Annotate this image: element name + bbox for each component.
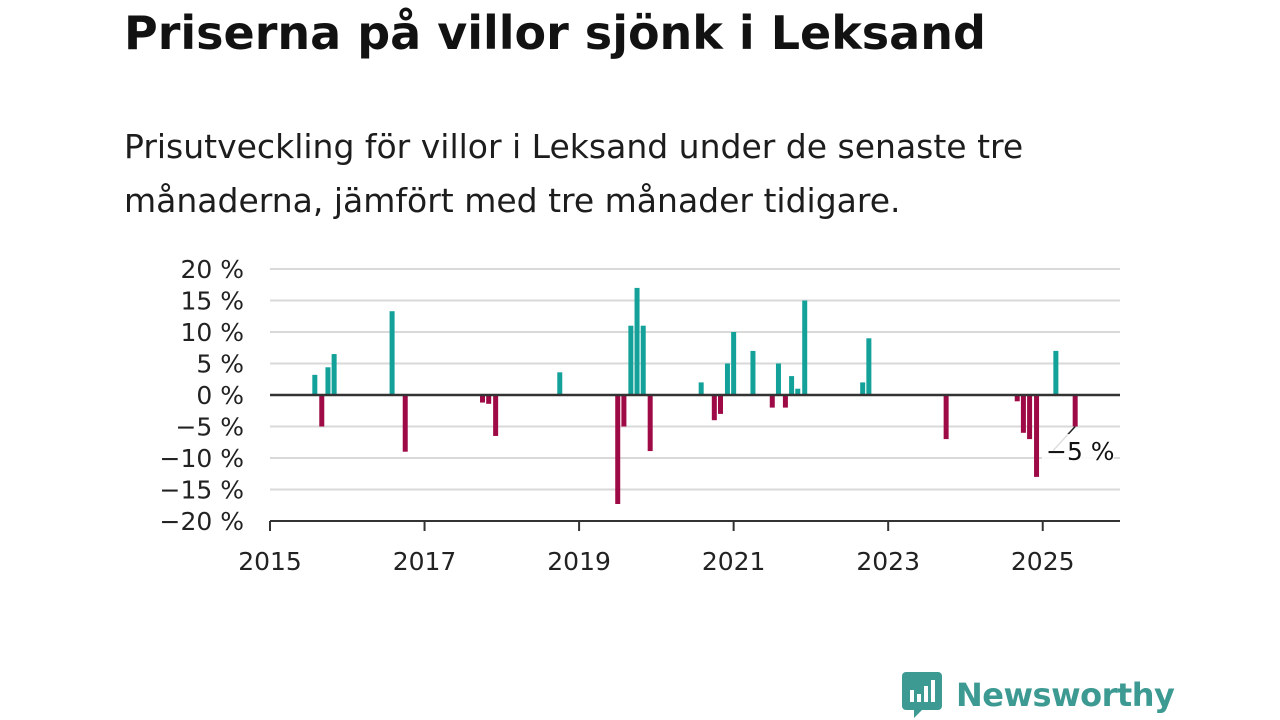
bar-negative: [769, 395, 775, 408]
x-tick-label: 2017: [393, 547, 457, 576]
bar-positive: [1053, 350, 1059, 395]
y-tick-label: 20 %: [180, 255, 244, 284]
x-tick-label: 2015: [238, 547, 302, 576]
y-tick-label: 5 %: [196, 350, 244, 379]
brand-name: Newsworthy: [956, 676, 1175, 714]
bar-negative: [943, 395, 949, 440]
bar-negative: [480, 395, 485, 403]
bar-negative: [621, 395, 627, 427]
bar-negative: [1020, 395, 1026, 433]
bar-positive: [634, 287, 640, 395]
x-tick-label: 2023: [856, 547, 920, 576]
y-tick-label: −10 %: [160, 444, 244, 473]
bar-negative: [1034, 395, 1040, 477]
bar-negative: [493, 395, 499, 436]
bar-negative: [486, 395, 492, 404]
bar-positive: [750, 350, 756, 395]
x-tick-label: 2021: [702, 547, 766, 576]
bar-positive: [557, 372, 563, 395]
bar-positive: [628, 325, 634, 395]
chart-title: Priserna på villor sjönk i Leksand: [124, 6, 986, 60]
y-tick-label: −20 %: [160, 507, 244, 536]
bar-negative: [319, 395, 325, 427]
bar-negative: [402, 395, 408, 452]
bar-positive: [866, 338, 872, 395]
bar-positive: [789, 376, 795, 395]
bar-positive: [802, 300, 808, 395]
bar-positive: [698, 382, 704, 395]
bar-positive: [389, 311, 395, 395]
bar-positive: [731, 332, 737, 395]
x-tick-label: 2019: [547, 547, 611, 576]
bar-positive: [325, 367, 331, 395]
annotation-background: [1042, 434, 1114, 466]
y-tick-label: −15 %: [160, 476, 244, 505]
bar-negative: [711, 395, 717, 421]
x-tick-label: 2025: [1011, 547, 1075, 576]
y-tick-label: 15 %: [180, 287, 244, 316]
y-tick-label: 10 %: [180, 318, 244, 347]
bar-negative: [782, 395, 788, 408]
annotation-label: −5 %: [1046, 437, 1115, 466]
bar-positive: [312, 374, 318, 395]
bar-negative: [615, 395, 621, 504]
bar-negative: [647, 395, 653, 452]
bar-negative: [1072, 395, 1078, 427]
y-tick-label: −5 %: [175, 413, 244, 442]
bar-positive: [775, 363, 781, 395]
bar-positive: [795, 388, 801, 395]
bar-chart-speech-bubble-icon: [902, 672, 942, 718]
bar-positive: [860, 382, 866, 395]
bar-negative: [1014, 395, 1020, 402]
bar-negative: [1027, 395, 1033, 440]
bar-positive: [724, 363, 730, 395]
bar-positive: [640, 325, 646, 395]
chart-subtitle: Prisutveckling för villor i Leksand unde…: [124, 127, 1024, 220]
y-tick-label: 0 %: [196, 381, 244, 410]
bar-positive: [331, 354, 337, 395]
brand-logo: Newsworthy: [902, 671, 1175, 719]
bar-negative: [718, 395, 723, 414]
